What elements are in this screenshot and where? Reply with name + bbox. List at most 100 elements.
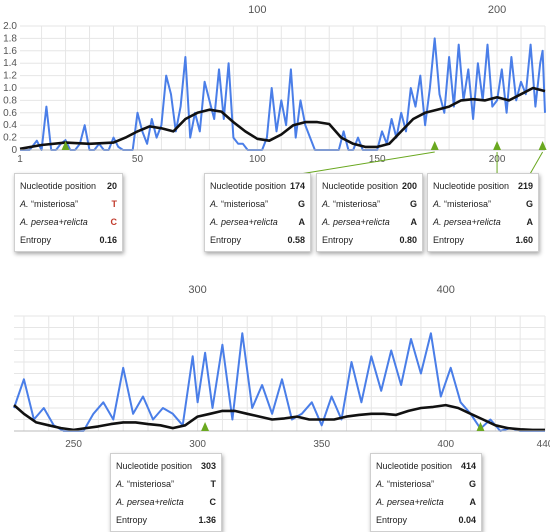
persea-species: persea+relicta — [444, 217, 501, 227]
position-marker-303 — [201, 422, 210, 431]
persea-species: persea+relicta — [333, 217, 390, 227]
persea-label: A. persea+relicta — [433, 217, 501, 227]
persea-value: A — [526, 217, 534, 227]
misteriosa-genus: A. — [322, 199, 331, 209]
misteriosa-species: “misteriosa” — [31, 199, 79, 209]
x-tick-label: 100 — [249, 154, 266, 165]
persea-genus: A. — [116, 497, 125, 507]
x-top-tick-label: 400 — [437, 284, 455, 296]
misteriosa-label: A. “misteriosa” — [433, 199, 491, 209]
nucleotide-position-label: Nucleotide position — [210, 181, 287, 191]
x-top-tick-label: 100 — [248, 4, 266, 16]
nucleotide-position-value: 219 — [517, 181, 533, 191]
misteriosa-genus: A. — [433, 199, 442, 209]
entropy-label: Entropy — [210, 235, 242, 245]
misteriosa-species: “misteriosa” — [221, 199, 269, 209]
y-tick-label: 0 — [11, 145, 17, 156]
x-tick-label: 1 — [17, 154, 23, 165]
y-tick-label: 1.4 — [3, 58, 17, 69]
info-box-pos-200: Nucleotide position 200 A. “misteriosa” G … — [316, 173, 423, 252]
position-marker-200 — [493, 141, 502, 150]
nucleotide-position-label: Nucleotide position — [433, 181, 510, 191]
misteriosa-value: G — [297, 199, 305, 209]
persea-genus: A. — [322, 217, 331, 227]
x-tick-label: 50 — [132, 154, 144, 165]
nucleotide-position-value: 414 — [460, 461, 476, 471]
top-series-smoothed — [19, 86, 546, 151]
info-box-pos-174: Nucleotide position 174 A. “misteriosa” G … — [204, 173, 311, 252]
position-marker-219 — [538, 141, 547, 150]
y-tick-label: 0.6 — [3, 108, 17, 119]
leader-line-219 — [529, 151, 544, 175]
persea-genus: A. — [20, 217, 29, 227]
misteriosa-label: A. “misteriosa” — [322, 199, 380, 209]
nucleotide-position-label: Nucleotide position — [20, 181, 97, 191]
misteriosa-label: A. “misteriosa” — [20, 199, 78, 209]
y-tick-label: 0.4 — [3, 120, 17, 131]
x-tick-label: 440 — [537, 439, 550, 450]
y-tick-label: 0.2 — [3, 133, 17, 144]
top-series-entropy — [20, 37, 546, 151]
leader-line-174 — [299, 151, 435, 175]
entropy-value: 0.16 — [99, 235, 117, 245]
entropy-label: Entropy — [322, 235, 354, 245]
persea-label: A. persea+relicta — [210, 217, 278, 227]
misteriosa-value: G — [525, 199, 533, 209]
bottom-series-smoothed — [13, 403, 545, 432]
info-box-pos-303: Nucleotide position 303 A. “misteriosa” T … — [110, 453, 222, 532]
persea-species: persea+relicta — [387, 497, 444, 507]
x-top-tick-label: 300 — [188, 284, 206, 296]
position-marker-414 — [476, 422, 485, 431]
x-tick-label: 150 — [369, 154, 386, 165]
misteriosa-genus: A. — [210, 199, 219, 209]
misteriosa-genus: A. — [116, 479, 125, 489]
misteriosa-species: “misteriosa” — [444, 199, 492, 209]
persea-label: A. persea+relicta — [20, 217, 88, 227]
misteriosa-label: A. “misteriosa” — [210, 199, 268, 209]
nucleotide-position-value: 303 — [200, 461, 216, 471]
entropy-value: 1.60 — [515, 235, 533, 245]
x-top-tick-label: 200 — [488, 4, 506, 16]
y-tick-label: 2.0 — [3, 21, 17, 32]
misteriosa-genus: A. — [20, 199, 29, 209]
misteriosa-value: T — [210, 479, 217, 489]
nucleotide-position-label: Nucleotide position — [376, 461, 453, 471]
info-box-pos-219: Nucleotide position 219 A. “misteriosa” G … — [427, 173, 539, 252]
entropy-label: Entropy — [433, 235, 465, 245]
persea-value: C — [209, 497, 217, 507]
nucleotide-position-label: Nucleotide position — [116, 461, 193, 471]
bottom-series-entropy — [13, 332, 545, 432]
nucleotide-position-value: 20 — [106, 181, 117, 191]
misteriosa-label: A. “misteriosa” — [116, 479, 174, 489]
persea-species: persea+relicta — [31, 217, 88, 227]
persea-genus: A. — [433, 217, 442, 227]
misteriosa-value: G — [409, 199, 417, 209]
misteriosa-species: “misteriosa” — [127, 479, 175, 489]
misteriosa-genus: A. — [376, 479, 385, 489]
entropy-value: 0.58 — [287, 235, 305, 245]
entropy-value: 0.80 — [399, 235, 417, 245]
position-marker-20 — [61, 141, 70, 150]
info-box-pos-414: Nucleotide position 414 A. “misteriosa” G … — [370, 453, 482, 532]
persea-value: C — [110, 217, 118, 227]
misteriosa-value: T — [111, 199, 118, 209]
nucleotide-position-label: Nucleotide position — [322, 181, 399, 191]
x-tick-label: 300 — [189, 439, 206, 450]
x-tick-label: 400 — [437, 439, 454, 450]
x-tick-label: 350 — [313, 439, 330, 450]
persea-value: A — [469, 497, 477, 507]
persea-genus: A. — [376, 497, 385, 507]
x-tick-label: 250 — [65, 439, 82, 450]
y-tick-label: 1.8 — [3, 33, 17, 44]
persea-label: A. persea+relicta — [376, 497, 444, 507]
persea-value: A — [410, 217, 418, 227]
persea-genus: A. — [210, 217, 219, 227]
entropy-value: 1.36 — [198, 515, 216, 525]
y-tick-label: 1.0 — [3, 83, 17, 94]
y-tick-label: 1.6 — [3, 46, 17, 57]
info-box-pos-20: Nucleotide position 20 A. “misteriosa” T A… — [14, 173, 123, 252]
persea-label: A. persea+relicta — [116, 497, 184, 507]
y-tick-label: 0.8 — [3, 95, 17, 106]
persea-value: A — [298, 217, 306, 227]
